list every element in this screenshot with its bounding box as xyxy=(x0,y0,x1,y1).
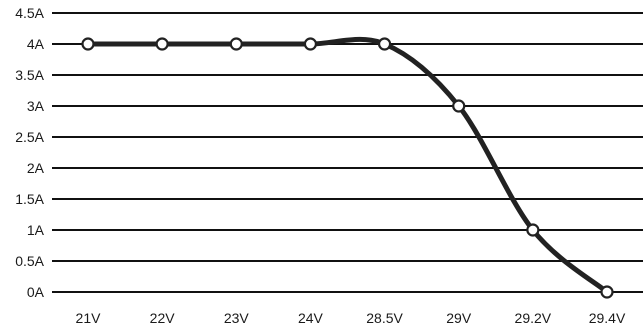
series-line xyxy=(85,36,610,295)
data-point xyxy=(229,37,243,51)
x-tick-label: 23V xyxy=(224,310,250,326)
y-tick-label: 2.5A xyxy=(15,129,44,145)
y-tick-label: 2A xyxy=(27,160,45,176)
data-point xyxy=(303,37,318,51)
data-point xyxy=(452,99,466,113)
y-tick-label: 3A xyxy=(27,98,45,114)
x-tick-label: 28.5V xyxy=(366,310,403,326)
y-tick-label: 0A xyxy=(27,284,45,300)
y-axis-tick-labels: 0A 0.5A 1A 1.5A 2A 2.5A 3A 3.5A 4A 4.5A xyxy=(15,5,44,300)
y-tick-label: 4.5A xyxy=(15,5,44,21)
x-tick-label: 24V xyxy=(298,310,324,326)
data-point xyxy=(155,37,169,51)
data-point xyxy=(377,37,392,51)
data-point xyxy=(526,223,540,237)
x-axis-tick-labels: 21V 22V 23V 24V 28.5V 29V 29.2V 29.4V xyxy=(76,310,626,326)
y-tick-label: 1.5A xyxy=(15,191,44,207)
x-tick-label: 29.2V xyxy=(515,310,552,326)
y-tick-label: 1A xyxy=(27,222,45,238)
data-point xyxy=(600,285,614,299)
x-tick-label: 21V xyxy=(76,310,102,326)
y-tick-label: 3.5A xyxy=(15,67,44,83)
x-tick-label: 22V xyxy=(150,310,176,326)
x-tick-label: 29V xyxy=(446,310,472,326)
gridlines xyxy=(52,12,643,293)
y-tick-label: 4A xyxy=(27,36,45,52)
y-tick-label: 0.5A xyxy=(15,253,44,269)
x-tick-label: 29.4V xyxy=(589,310,626,326)
data-point xyxy=(81,37,95,51)
data-points xyxy=(81,37,614,299)
